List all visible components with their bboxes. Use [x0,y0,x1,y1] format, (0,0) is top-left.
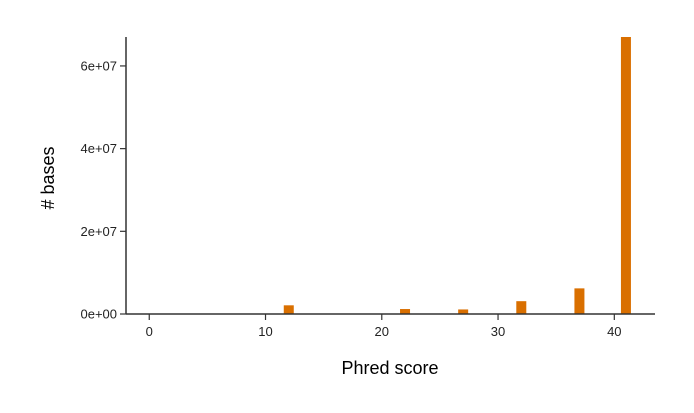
x-axis-ticks: 0 10 20 30 40 [146,314,622,339]
x-tick-label: 10 [258,324,272,339]
y-axis-ticks: 0e+00 2e+07 4e+07 6e+07 [80,58,126,322]
y-tick-label: 6e+07 [80,58,117,73]
y-tick-label: 4e+07 [80,141,117,156]
bar-phred-37 [574,288,585,314]
y-tick-label: 0e+00 [80,307,117,322]
x-tick-label: 20 [375,324,389,339]
bars-layer [283,37,631,314]
bar-phred-32 [516,301,527,314]
x-axis-title: Phred score [341,358,438,378]
y-axis-title: # bases [38,146,58,209]
bar-phred-41 [620,37,631,314]
x-tick-label: 30 [491,324,505,339]
bar-phred-12 [283,305,294,314]
x-tick-label: 0 [146,324,153,339]
y-tick-label: 2e+07 [80,224,117,239]
x-tick-label: 40 [607,324,621,339]
bar-phred-27 [458,309,469,314]
bar-phred-22 [400,309,411,314]
